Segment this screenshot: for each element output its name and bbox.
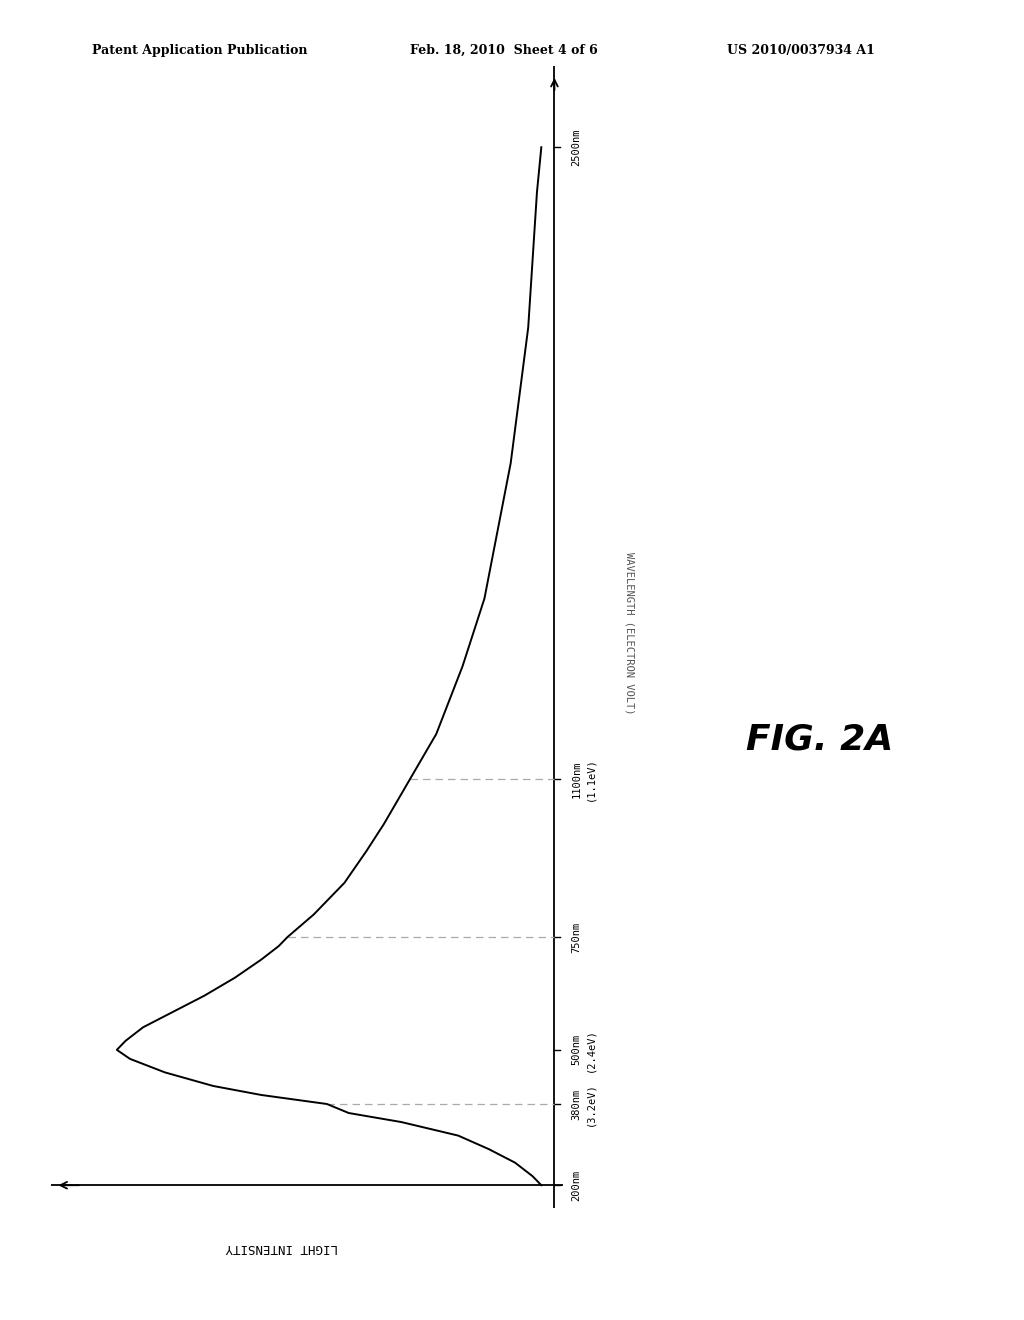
Text: 1100nm: 1100nm xyxy=(571,760,582,797)
Text: 380nm: 380nm xyxy=(571,1089,582,1119)
Text: LIGHT INTENSITY: LIGHT INTENSITY xyxy=(225,1241,338,1254)
Text: 500nm: 500nm xyxy=(571,1034,582,1065)
Text: Patent Application Publication: Patent Application Publication xyxy=(92,44,307,57)
Text: (3.2eV): (3.2eV) xyxy=(586,1082,596,1126)
Text: FIG. 2A: FIG. 2A xyxy=(745,722,893,756)
Text: Feb. 18, 2010  Sheet 4 of 6: Feb. 18, 2010 Sheet 4 of 6 xyxy=(410,44,597,57)
Text: (1.1eV): (1.1eV) xyxy=(586,758,596,801)
Text: US 2010/0037934 A1: US 2010/0037934 A1 xyxy=(727,44,874,57)
Text: (2.4eV): (2.4eV) xyxy=(586,1028,596,1072)
Text: 200nm: 200nm xyxy=(571,1170,582,1201)
Text: WAVELENGTH (ELECTRON VOLT): WAVELENGTH (ELECTRON VOLT) xyxy=(625,552,635,715)
Text: 750nm: 750nm xyxy=(571,921,582,953)
Text: 2500nm: 2500nm xyxy=(571,128,582,166)
